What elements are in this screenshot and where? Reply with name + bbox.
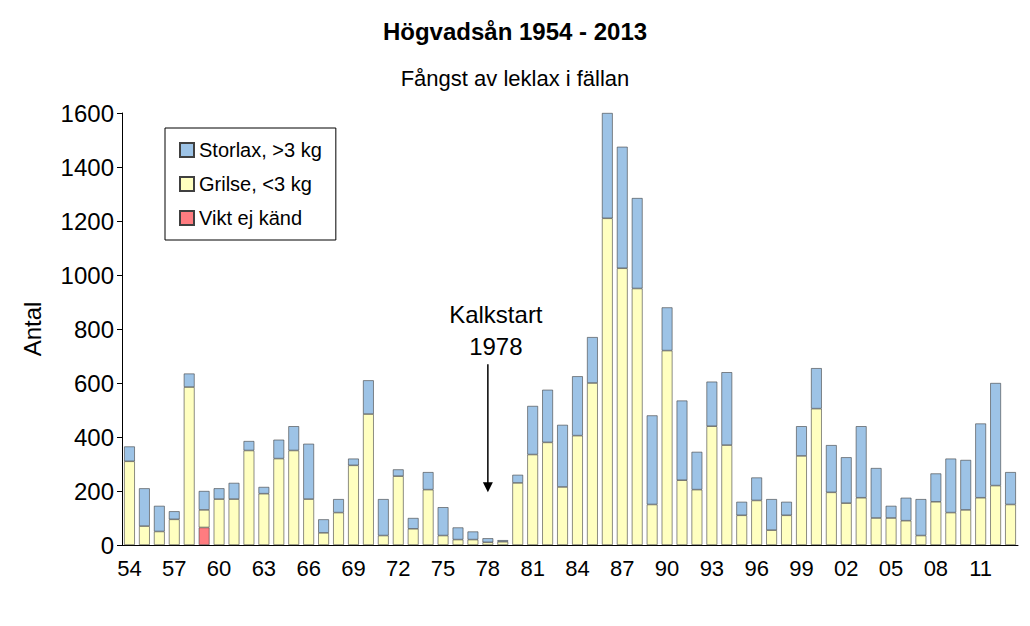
svg-text:0: 0 bbox=[101, 532, 114, 559]
svg-text:99: 99 bbox=[789, 556, 813, 581]
svg-text:78: 78 bbox=[476, 556, 500, 581]
svg-text:Vikt ej känd: Vikt ej känd bbox=[199, 207, 302, 229]
svg-text:60: 60 bbox=[207, 556, 231, 581]
svg-text:1978: 1978 bbox=[469, 333, 522, 360]
svg-text:96: 96 bbox=[744, 556, 768, 581]
svg-text:400: 400 bbox=[74, 424, 114, 451]
svg-text:75: 75 bbox=[431, 556, 455, 581]
svg-text:1200: 1200 bbox=[61, 208, 114, 235]
svg-text:54: 54 bbox=[117, 556, 141, 581]
svg-text:08: 08 bbox=[924, 556, 948, 581]
svg-text:11: 11 bbox=[969, 556, 992, 581]
svg-text:84: 84 bbox=[565, 556, 589, 581]
svg-text:1600: 1600 bbox=[61, 100, 114, 127]
svg-text:Kalkstart: Kalkstart bbox=[449, 301, 543, 328]
svg-text:Högvadsån 1954 - 2013: Högvadsån 1954 - 2013 bbox=[383, 18, 647, 45]
svg-text:69: 69 bbox=[341, 556, 365, 581]
svg-text:93: 93 bbox=[700, 556, 724, 581]
svg-text:1400: 1400 bbox=[61, 154, 114, 181]
svg-text:Grilse, <3 kg: Grilse, <3 kg bbox=[199, 173, 312, 195]
svg-text:600: 600 bbox=[74, 370, 114, 397]
svg-text:63: 63 bbox=[252, 556, 276, 581]
svg-text:05: 05 bbox=[879, 556, 903, 581]
svg-text:800: 800 bbox=[74, 316, 114, 343]
svg-text:02: 02 bbox=[834, 556, 858, 581]
svg-text:Fångst av leklax i fällan: Fångst av leklax i fällan bbox=[401, 66, 630, 91]
svg-text:81: 81 bbox=[520, 556, 544, 581]
svg-text:Storlax, >3 kg: Storlax, >3 kg bbox=[199, 139, 322, 161]
svg-text:66: 66 bbox=[296, 556, 320, 581]
svg-text:72: 72 bbox=[386, 556, 410, 581]
svg-text:90: 90 bbox=[655, 556, 679, 581]
svg-text:Antal: Antal bbox=[19, 302, 46, 357]
svg-text:200: 200 bbox=[74, 478, 114, 505]
svg-text:1000: 1000 bbox=[61, 262, 114, 289]
svg-text:87: 87 bbox=[610, 556, 634, 581]
svg-text:57: 57 bbox=[162, 556, 186, 581]
